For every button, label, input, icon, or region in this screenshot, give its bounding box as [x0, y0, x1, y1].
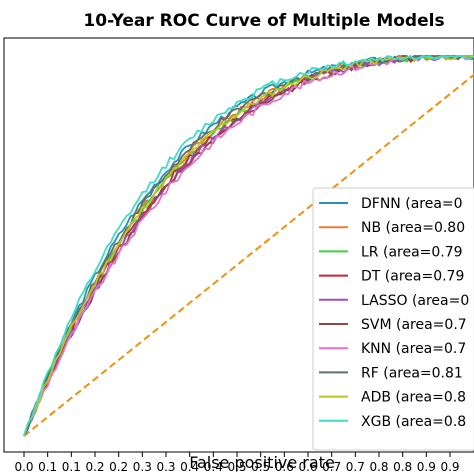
x-axis-label: False positive rate	[189, 453, 335, 472]
x-tick-label: 0.9	[440, 460, 459, 474]
legend-label-dt: DT (area=0.79	[361, 269, 464, 285]
x-tick-label: 0.6	[298, 460, 317, 474]
legend-label-svm: SVM (area=0.7	[361, 317, 467, 333]
x-tick-label: 0.7	[322, 460, 341, 474]
reference-line-layer	[23, 73, 474, 437]
legend: DFNN (area=0 NB (area=0.80 LR (area=0.79 DT…	[312, 187, 474, 451]
x-tick-label: 0.5	[251, 460, 270, 474]
x-tick-label: 0.4	[204, 460, 223, 474]
legend-label-dfnn: DFNN (area=0	[361, 196, 463, 212]
x-tick-label: 0.8	[393, 460, 412, 474]
x-tick-label: 0.9	[417, 460, 436, 474]
series-layer	[23, 54, 474, 437]
legend-items: DFNN (area=0 NB (area=0.80 LR (area=0.79 DT…	[319, 196, 469, 430]
x-tick-label: 0.6	[275, 460, 294, 474]
x-tick-label: 0.3	[133, 460, 152, 474]
series-line-rf	[23, 54, 474, 437]
x-tick-label: 0.7	[346, 460, 365, 474]
x-tick-label: 0.8	[369, 460, 388, 474]
legend-label-nb: NB (area=0.80	[361, 220, 465, 236]
x-tick-label: 0.5	[227, 460, 246, 474]
legend-box	[312, 187, 474, 451]
legend-label-rf: RF (area=0.81	[361, 365, 463, 381]
x-tick-label: 0.1	[62, 460, 81, 474]
legend-label-adb: ADB (area=0.8	[361, 390, 466, 406]
legend-label-knn: KNN (area=0.7	[361, 341, 466, 357]
x-axis: 0.0 0.1 0.1 0.2 0.2 0.3 0.3 0.4 0.4 0.5 0.5 0.6 0.6 0…	[14, 452, 460, 474]
x-tick-label: 0.0	[14, 460, 33, 474]
legend-label-lr: LR (area=0.79	[361, 244, 463, 260]
x-tick-label: 0.4	[180, 460, 199, 474]
x-tick-label: 0.1	[38, 460, 57, 474]
chart-title: 10-Year ROC Curve of Multiple Models	[83, 11, 444, 31]
legend-label-lasso: LASSO (area=0	[361, 293, 469, 309]
x-tick-label: 0.3	[156, 460, 175, 474]
legend-label-xgb: XGB (area=0.8	[361, 414, 466, 430]
x-tick-label: 0.2	[109, 460, 128, 474]
series-line-xgb	[23, 55, 474, 437]
x-tick-label: 0.2	[85, 460, 104, 474]
reference-diagonal-line	[23, 73, 474, 437]
